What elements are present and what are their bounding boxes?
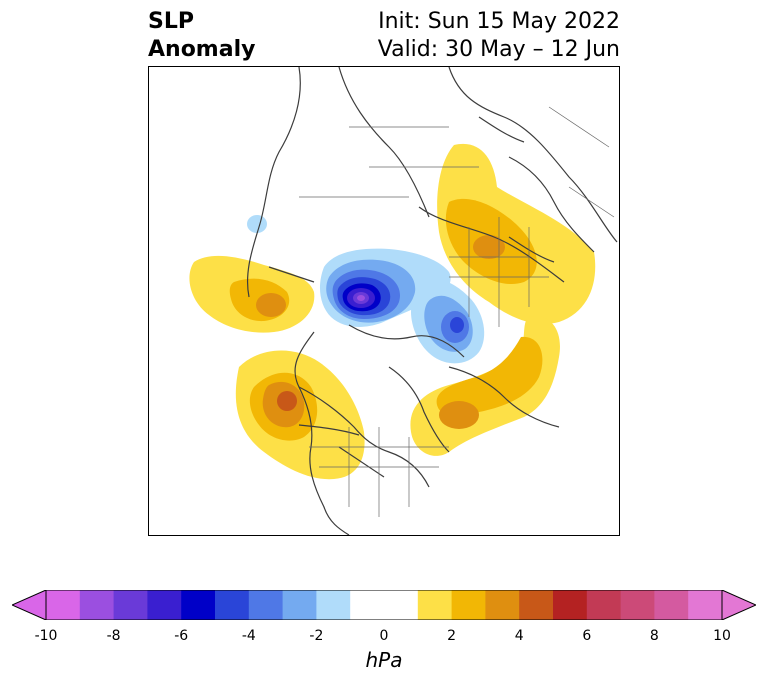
tick-label: 6: [582, 628, 592, 644]
colorbar-cell: [350, 590, 385, 620]
positive-anomaly-western-russia: [437, 143, 596, 325]
negative-anomaly-small-bering: [247, 215, 267, 233]
colorbar-cell: [485, 590, 520, 620]
colorbar: [12, 590, 756, 620]
tick-label: 2: [447, 628, 457, 644]
tick-label: 0: [379, 628, 389, 644]
colorbar-cell: [316, 590, 351, 620]
colorbar-cell: [688, 590, 723, 620]
colorbar-frame: [45, 590, 723, 620]
tick-label: -6: [174, 628, 189, 644]
positive-anomaly-gulf-of-alaska: [235, 350, 365, 480]
colorbar-cell: [248, 590, 284, 620]
tick-label: -10: [34, 628, 58, 644]
colorbar-cell: [417, 590, 453, 620]
positive-anomaly-aleutians: [189, 255, 315, 333]
init-date: Init: Sun 15 May 2022: [378, 9, 620, 34]
colorbar-cell: [215, 590, 250, 620]
colorbar-extend-low: [12, 590, 47, 620]
anomaly-map: [148, 66, 620, 536]
title-line-2: Anomaly: [148, 37, 256, 62]
colorbar-cell: [586, 590, 622, 620]
colorbar-units: hPa: [365, 648, 403, 672]
chart-title: SLP Anomaly: [148, 8, 255, 64]
negative-anomaly-arctic-canada: [319, 248, 451, 327]
colorbar-cell: [147, 590, 182, 620]
tick-label: 8: [649, 628, 659, 644]
colorbar-cell: [79, 590, 115, 620]
tick-label: 10: [713, 628, 731, 644]
forecast-dates: Init: Sun 15 May 2022 Valid: 30 May – 12…: [378, 8, 620, 64]
colorbar-cell: [620, 590, 655, 620]
coastlines: [246, 67, 618, 535]
tick-label: -2: [309, 628, 324, 644]
map-svg: [189, 67, 618, 535]
colorbar-cell: [654, 590, 689, 620]
title-line-1: SLP: [148, 9, 194, 34]
tick-label: 4: [514, 628, 524, 644]
valid-range: Valid: 30 May – 12 Jun: [377, 37, 620, 62]
colorbar-cell: [113, 590, 148, 620]
colorbar-cell: [282, 590, 317, 620]
tick-label: -4: [241, 628, 256, 644]
colorbar-cell: [519, 590, 554, 620]
colorbar-cell: [384, 590, 419, 620]
positive-anomaly-north-atlantic: [410, 316, 560, 456]
political-borders: [299, 106, 615, 517]
colorbar-cell: [46, 590, 81, 620]
tick-label: -8: [106, 628, 121, 644]
colorbar-cell: [451, 590, 486, 620]
negative-anomaly-kara-sea: [411, 279, 485, 364]
colorbar-cell: [553, 590, 588, 620]
colorbar-cell: [181, 590, 216, 620]
colorbar-extend-high: [721, 590, 756, 620]
